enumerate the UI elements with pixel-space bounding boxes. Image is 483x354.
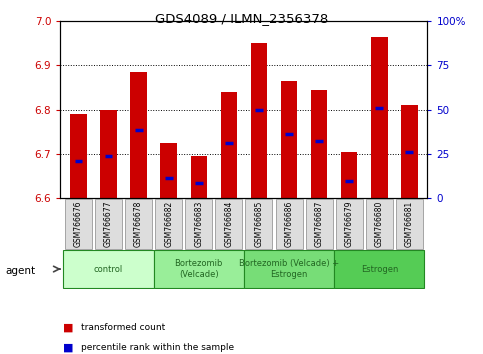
Bar	[341, 152, 357, 198]
FancyBboxPatch shape	[154, 250, 244, 288]
Text: percentile rank within the sample: percentile rank within the sample	[81, 343, 234, 353]
Text: GSM766676: GSM766676	[74, 201, 83, 247]
Text: GSM766686: GSM766686	[284, 201, 294, 247]
FancyBboxPatch shape	[336, 199, 363, 249]
Text: Bortezomib (Velcade) +
Estrogen: Bortezomib (Velcade) + Estrogen	[239, 259, 339, 279]
FancyBboxPatch shape	[95, 199, 122, 249]
Text: Bortezomib
(Velcade): Bortezomib (Velcade)	[174, 259, 223, 279]
Text: ■: ■	[63, 322, 73, 332]
Text: GSM766681: GSM766681	[405, 201, 414, 247]
Text: GSM766682: GSM766682	[164, 201, 173, 247]
FancyBboxPatch shape	[155, 199, 182, 249]
Text: agent: agent	[6, 266, 36, 276]
Text: GSM766687: GSM766687	[314, 201, 324, 247]
FancyBboxPatch shape	[215, 199, 242, 249]
Text: GSM766683: GSM766683	[194, 201, 203, 247]
Bar	[190, 156, 207, 198]
FancyBboxPatch shape	[63, 250, 154, 288]
FancyBboxPatch shape	[396, 199, 423, 249]
Bar	[311, 90, 327, 198]
FancyBboxPatch shape	[306, 199, 333, 249]
Bar	[221, 92, 237, 198]
Bar	[251, 43, 267, 198]
Bar	[130, 72, 147, 198]
Text: GSM766678: GSM766678	[134, 201, 143, 247]
Bar	[70, 114, 87, 198]
Text: GSM766679: GSM766679	[345, 201, 354, 247]
Bar	[160, 143, 177, 198]
Bar	[100, 110, 117, 198]
FancyBboxPatch shape	[185, 199, 213, 249]
Text: GDS4089 / ILMN_2356378: GDS4089 / ILMN_2356378	[155, 12, 328, 25]
Text: GSM766685: GSM766685	[255, 201, 263, 247]
Text: control: control	[94, 264, 123, 274]
Bar	[281, 81, 298, 198]
FancyBboxPatch shape	[125, 199, 152, 249]
Text: ■: ■	[63, 343, 73, 353]
FancyBboxPatch shape	[334, 250, 425, 288]
Text: GSM766677: GSM766677	[104, 201, 113, 247]
FancyBboxPatch shape	[275, 199, 302, 249]
Text: transformed count: transformed count	[81, 323, 165, 332]
Bar	[401, 105, 418, 198]
FancyBboxPatch shape	[244, 250, 334, 288]
Text: Estrogen: Estrogen	[361, 264, 398, 274]
Text: GSM766684: GSM766684	[225, 201, 233, 247]
Text: GSM766680: GSM766680	[375, 201, 384, 247]
Bar	[371, 37, 387, 198]
FancyBboxPatch shape	[65, 199, 92, 249]
FancyBboxPatch shape	[245, 199, 272, 249]
FancyBboxPatch shape	[366, 199, 393, 249]
